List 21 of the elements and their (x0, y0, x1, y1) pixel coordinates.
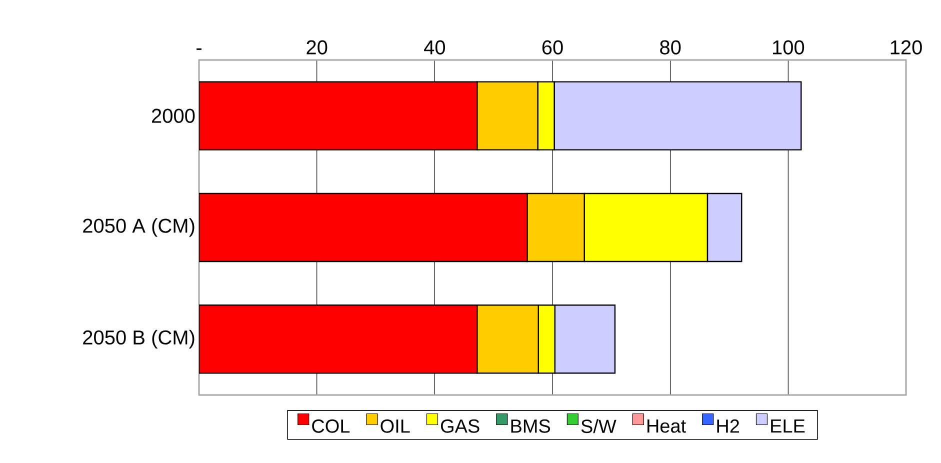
x-tick-label: 40 (424, 40, 446, 54)
legend-label: S/W (581, 419, 616, 434)
legend-label: ELE (771, 419, 805, 433)
x-tick-label: 60 (542, 40, 563, 54)
x-tick-label: 20 (306, 40, 328, 54)
legend-label: COL (312, 419, 350, 433)
legend-label: Heat (648, 419, 686, 433)
x-tick-label: 120 (890, 40, 922, 54)
bar (199, 304, 478, 374)
y-tick-label: 2000 (152, 108, 195, 123)
x-tick-label: 80 (660, 40, 681, 54)
x-tick-label: - (196, 48, 202, 50)
y-tick-label: 2050 B (CM) (83, 330, 194, 348)
legend-label: GAS (440, 419, 480, 433)
legend-label: OIL (380, 419, 410, 433)
x-tick-label: 100 (773, 40, 804, 54)
bar (199, 192, 528, 262)
legend-label: H2 (717, 419, 739, 433)
bar (199, 81, 478, 150)
y-tick-label: 2050 A (CM) (83, 218, 194, 237)
legend-label: BMS (511, 419, 550, 433)
